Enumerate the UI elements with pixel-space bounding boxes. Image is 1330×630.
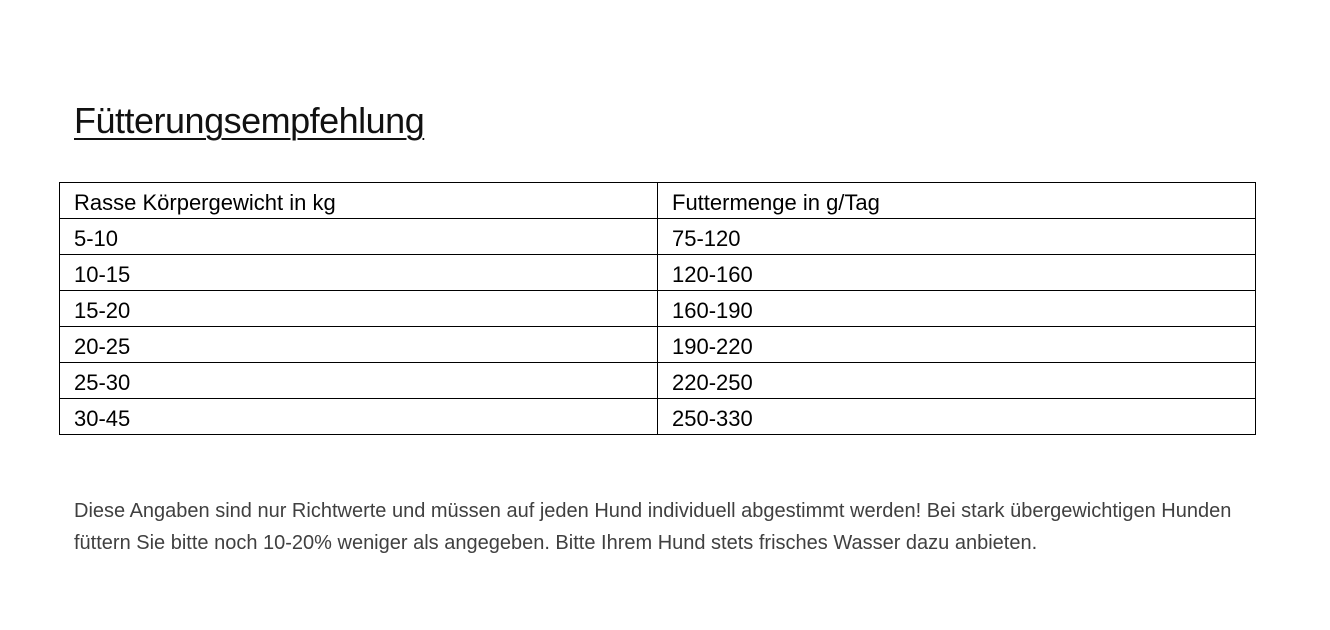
note-paragraph: Diese Angaben sind nur Richtwerte und mü… <box>74 500 1232 554</box>
feeding-table: Rasse Körpergewicht in kg Futtermenge in… <box>59 182 1256 435</box>
amount-cell: 160-190 <box>657 290 1256 327</box>
amount-cell: 250-330 <box>657 398 1256 435</box>
weight-cell: 30-45 <box>59 398 658 435</box>
weight-cell: 15-20 <box>59 290 658 327</box>
weight-cell: 20-25 <box>59 326 658 363</box>
weight-cell: 5-10 <box>59 218 658 255</box>
weight-cell: 25-30 <box>59 362 658 399</box>
table-row: 15-20 160-190 <box>59 290 1256 327</box>
header-amount: Futtermenge in g/Tag <box>657 182 1256 219</box>
table-row: 10-15 120-160 <box>59 254 1256 291</box>
header-weight: Rasse Körpergewicht in kg <box>59 182 658 219</box>
table-header-row: Rasse Körpergewicht in kg Futtermenge in… <box>59 182 1256 219</box>
amount-cell: 190-220 <box>657 326 1256 363</box>
amount-cell: 120-160 <box>657 254 1256 291</box>
table-row: 25-30 220-250 <box>59 362 1256 399</box>
table-row: 20-25 190-220 <box>59 326 1256 363</box>
table-row: 5-10 75-120 <box>59 218 1256 255</box>
table-row: 30-45 250-330 <box>59 398 1256 435</box>
amount-cell: 75-120 <box>657 218 1256 255</box>
weight-cell: 10-15 <box>59 254 658 291</box>
amount-cell: 220-250 <box>657 362 1256 399</box>
page-title: Fütterungsempfehlung <box>74 100 425 141</box>
